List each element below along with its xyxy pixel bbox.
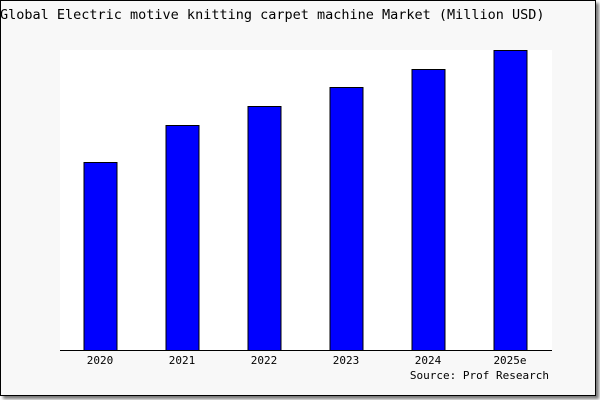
bar-2021 (165, 125, 200, 351)
x-tick-label: 2022 (251, 354, 278, 367)
x-tick-label: 2023 (333, 354, 360, 367)
plot-area (60, 50, 552, 350)
bar-2022 (247, 106, 282, 351)
bar-2024 (411, 69, 446, 351)
x-tick-label: 2025e (493, 354, 526, 367)
x-tick-label: 2021 (169, 354, 196, 367)
bar-2020 (83, 162, 118, 351)
chart-title: Global Electric motive knitting carpet m… (0, 7, 545, 23)
x-tick-label: 2024 (415, 354, 442, 367)
bar-2025e (493, 50, 528, 351)
source-note: Source: Prof Research (410, 369, 549, 382)
x-tick-label: 2020 (87, 354, 114, 367)
bar-2023 (329, 87, 364, 351)
